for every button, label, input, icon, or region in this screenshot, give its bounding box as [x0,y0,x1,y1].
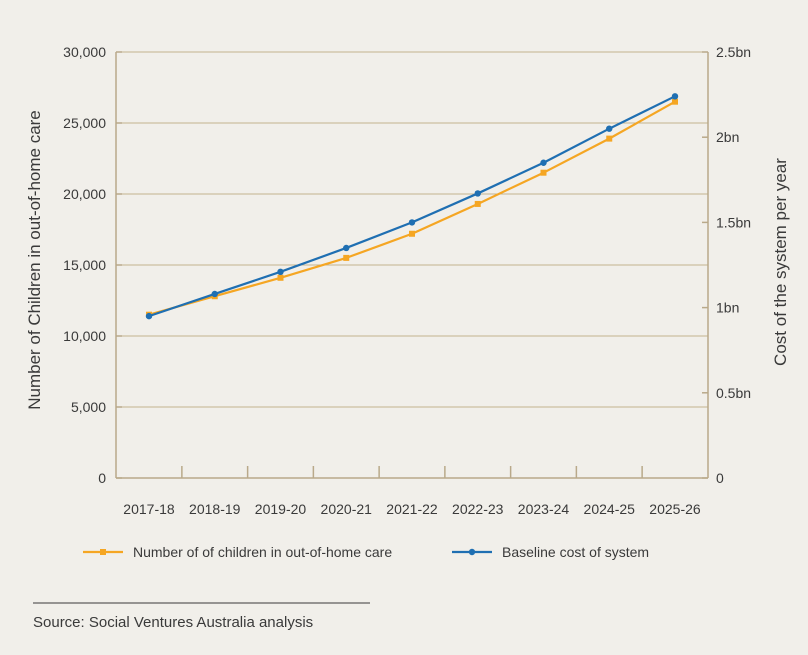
data-point [606,125,613,132]
left-tick-label: 15,000 [63,257,106,273]
x-tick-label: 2023-24 [518,501,570,517]
data-point [540,169,547,176]
left-axis-ticks: 0 5,000 10,000 15,000 20,000 25,000 30,000 [63,44,122,486]
x-tick-label: 2024-25 [584,501,636,517]
x-tick-label: 2022-23 [452,501,504,517]
data-point [540,159,547,166]
left-tick-label: 20,000 [63,186,106,202]
data-point [343,244,350,252]
legend: Number of of children in out-of-home car… [83,544,649,560]
x-tick-label: 2017-18 [123,501,175,517]
data-point [145,312,153,320]
source-note: Source: Social Ventures Australia analys… [33,614,313,631]
data-point [211,290,218,298]
right-tick-label: 1.5bn [716,214,751,230]
data-point [606,135,613,142]
data-point [277,268,284,276]
legend-label: Baseline cost of system [502,544,649,560]
data-point [672,98,678,105]
series-1 [145,93,679,320]
x-tick-label: 2021-22 [386,501,438,517]
data-point [409,230,415,237]
data-point [343,254,350,261]
left-tick-label: 30,000 [63,44,106,60]
series-layer [145,93,679,320]
data-point [277,274,284,281]
left-tick-label: 10,000 [63,328,106,344]
x-tick-label: 2020-21 [321,501,373,517]
data-point [671,93,679,100]
legend-marker [468,548,476,556]
series-0 [146,98,678,318]
x-tick-label: 2018-19 [189,501,241,517]
series-line [148,95,676,318]
legend-item: Baseline cost of system [452,544,649,560]
series-line [148,100,676,316]
right-tick-label: 0 [716,470,724,486]
right-tick-label: 0.5bn [716,385,751,401]
right-tick-label: 2.5bn [716,44,751,60]
legend-marker [100,549,106,555]
left-axis-title: Number of Children in out-of-home care [25,110,44,410]
x-axis-ticks: 2017-18 2018-19 2019-20 2020-21 2021-22 2022-… [123,466,701,517]
gridlines [116,51,708,408]
legend-label: Number of of children in out-of-home car… [133,544,392,560]
right-axis-title: Cost of the system per year [771,158,790,366]
right-tick-label: 2bn [716,129,739,145]
data-point [474,200,481,207]
x-tick-label: 2025-26 [649,501,701,517]
right-tick-label: 1bn [716,300,739,316]
left-tick-label: 25,000 [63,115,106,131]
data-point [474,190,481,197]
legend-item: Number of of children in out-of-home car… [83,544,392,560]
data-point [408,219,416,226]
x-tick-label: 2019-20 [255,501,307,517]
left-tick-label: 0 [98,470,106,486]
left-tick-label: 5,000 [71,399,106,415]
right-axis-ticks: 0 0.5bn 1bn 1.5bn 2bn 2.5bn [702,44,751,486]
